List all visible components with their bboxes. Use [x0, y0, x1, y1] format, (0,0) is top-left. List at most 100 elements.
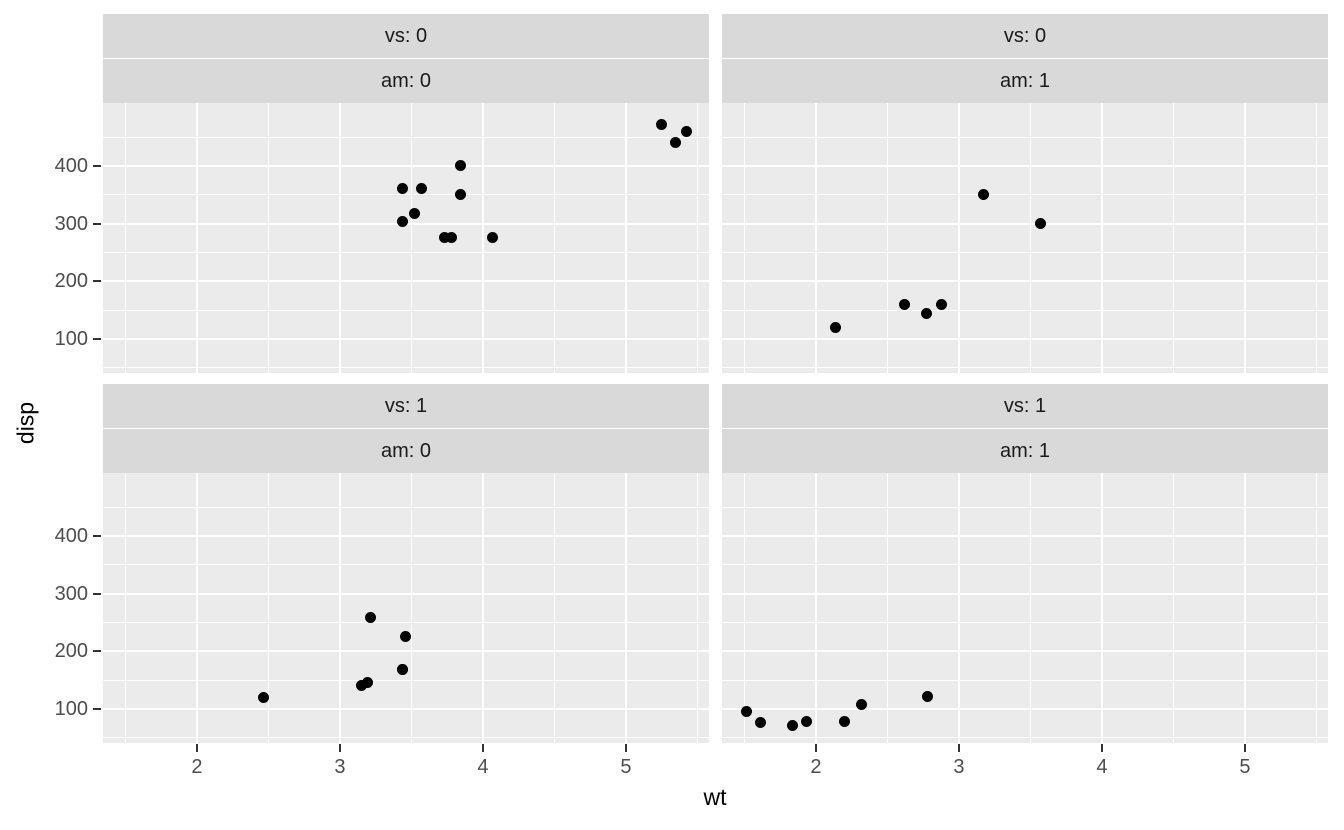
data-point [454, 189, 466, 201]
gridline-major-y [722, 280, 1328, 283]
x-axis-tick-label: 2 [810, 756, 822, 778]
y-axis-tick-label: 200 [54, 640, 88, 663]
facet-panel-vs0-am0 [103, 103, 709, 373]
gridline-minor-y [722, 251, 1328, 253]
x-axis-tick [1100, 744, 1103, 752]
gridline-major-y [722, 650, 1328, 653]
gridline-minor-x [410, 103, 412, 373]
data-point [438, 232, 450, 244]
data-point [1034, 217, 1046, 229]
x-axis-tick-label: 4 [477, 756, 489, 778]
y-axis-tick [93, 650, 101, 653]
gridline-major-x [481, 473, 484, 743]
gridline-major-x [338, 473, 341, 743]
gridline-major-y [722, 534, 1328, 537]
gridline-minor-x [1172, 473, 1174, 743]
x-axis-tick-label: 4 [1096, 756, 1108, 778]
gridline-minor-y [103, 737, 709, 739]
gridline-major-x [814, 473, 817, 743]
data-point [415, 183, 427, 195]
y-axis-tick-label: 400 [54, 154, 88, 177]
gridline-minor-y [103, 679, 709, 681]
x-axis-tick [338, 744, 341, 752]
facet-strip-vs-vs0-am0: vs: 0 [103, 14, 709, 58]
data-point [257, 691, 269, 703]
gridline-minor-y [103, 621, 709, 623]
gridline-major-x [1243, 473, 1246, 743]
facet-strip-label: vs: 0 [384, 25, 428, 47]
facet-strip-label: vs: 1 [384, 395, 428, 417]
facet-strip-label: am: 1 [999, 440, 1051, 462]
gridline-minor-x [743, 473, 745, 743]
data-point [656, 118, 668, 130]
gridline-minor-x [886, 103, 888, 373]
data-point [669, 137, 681, 149]
gridline-minor-x [267, 473, 269, 743]
gridline-minor-x [553, 103, 555, 373]
gridline-minor-x [124, 103, 126, 373]
gridline-major-x [1243, 103, 1246, 373]
gridline-major-x [624, 473, 627, 743]
data-point [899, 298, 911, 310]
facet-panel-vs1-am0 [103, 473, 709, 743]
facet-strip-vs-vs1-am1: vs: 1 [722, 384, 1328, 428]
gridline-minor-y [103, 564, 709, 566]
facet-strip-am-vs1-am0: am: 0 [103, 429, 709, 473]
x-axis-title: wt [703, 784, 727, 810]
facet-strip-am-vs0-am0: am: 0 [103, 59, 709, 103]
gridline-major-y [103, 164, 709, 167]
x-axis-tick-label: 3 [953, 756, 965, 778]
data-point [400, 631, 412, 643]
gridline-minor-x [1029, 473, 1031, 743]
data-point [921, 691, 933, 703]
gridline-minor-y [103, 136, 709, 138]
facet-strip-vs-vs0-am1: vs: 0 [722, 14, 1328, 58]
gridline-major-x [338, 103, 341, 373]
gridline-minor-y [722, 309, 1328, 311]
gridline-major-x [814, 103, 817, 373]
data-point [920, 307, 932, 319]
y-axis-tick [93, 534, 101, 537]
y-axis-tick-label: 300 [54, 582, 88, 605]
facet-panel-vs1-am1 [722, 473, 1328, 743]
gridline-minor-y [103, 251, 709, 253]
facet-strip-am-vs0-am1: am: 1 [722, 59, 1328, 103]
x-axis-tick [814, 744, 817, 752]
gridline-major-y [722, 592, 1328, 595]
gridline-major-x [195, 473, 198, 743]
gridline-major-x [957, 473, 960, 743]
data-point [455, 160, 467, 172]
data-point [935, 298, 947, 310]
gridline-minor-y [722, 679, 1328, 681]
x-axis-tick-label: 2 [191, 756, 203, 778]
gridline-minor-y [722, 506, 1328, 508]
y-axis-tick [93, 164, 101, 167]
gridline-minor-x [124, 473, 126, 743]
gridline-minor-y [722, 564, 1328, 566]
data-point [396, 215, 408, 227]
gridline-major-y [722, 337, 1328, 340]
facet-panel-vs0-am1 [722, 103, 1328, 373]
x-axis-tick-label: 5 [1239, 756, 1251, 778]
y-axis-tick-label: 100 [54, 697, 88, 720]
gridline-minor-y [722, 136, 1328, 138]
y-axis-tick [93, 592, 101, 595]
facet-strip-vs-vs1-am0: vs: 1 [103, 384, 709, 428]
gridline-major-y [103, 280, 709, 283]
gridline-major-y [722, 707, 1328, 710]
data-point [681, 125, 693, 137]
gridline-minor-x [1315, 103, 1317, 373]
x-axis-tick [957, 744, 960, 752]
data-point [408, 207, 420, 219]
x-axis-tick-label: 3 [334, 756, 346, 778]
gridline-minor-y [103, 506, 709, 508]
gridline-major-y [722, 222, 1328, 225]
gridline-minor-y [722, 621, 1328, 623]
y-axis-tick [93, 707, 101, 710]
data-point [487, 232, 499, 244]
y-axis-tick [93, 222, 101, 225]
gridline-minor-y [722, 367, 1328, 369]
data-point [397, 664, 409, 676]
gridline-minor-y [722, 194, 1328, 196]
gridline-minor-x [696, 103, 698, 373]
